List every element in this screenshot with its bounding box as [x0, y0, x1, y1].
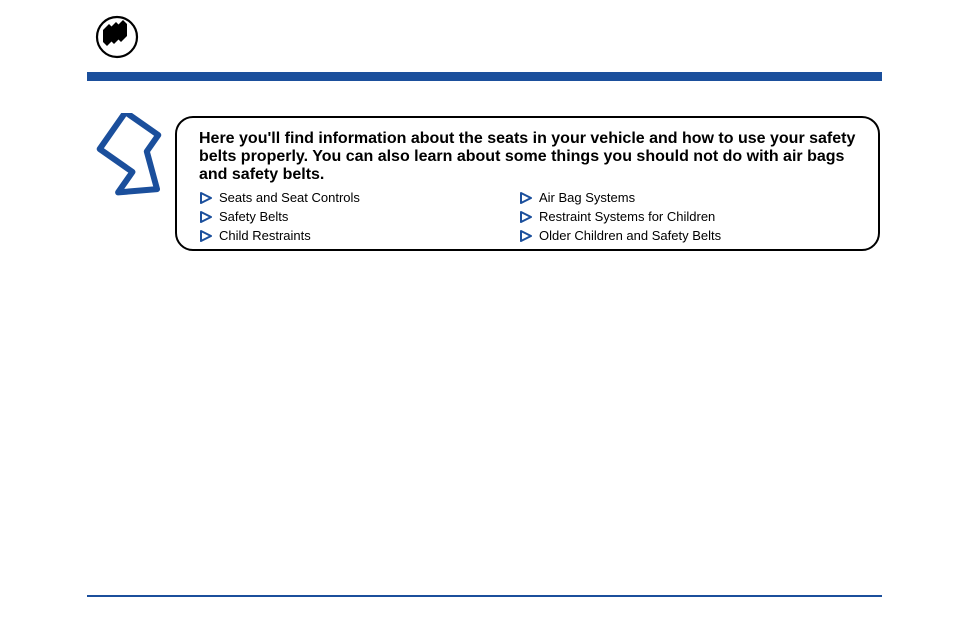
list-item: Older Children and Safety Belts — [519, 228, 839, 243]
callout-col-left: Seats and Seat Controls Safety Belts Chi… — [199, 190, 519, 243]
list-item: Seats and Seat Controls — [199, 190, 519, 205]
triangle-bullet-icon — [199, 230, 213, 242]
list-item-label: Restraint Systems for Children — [539, 209, 715, 224]
callout-col-right: Air Bag Systems Restraint Systems for Ch… — [519, 190, 839, 243]
triangle-bullet-icon — [519, 211, 533, 223]
triangle-bullet-icon — [519, 192, 533, 204]
list-item-label: Safety Belts — [219, 209, 288, 224]
callout-box: Here you'll find information about the s… — [175, 116, 880, 251]
list-item-label: Older Children and Safety Belts — [539, 228, 721, 243]
list-item-label: Child Restraints — [219, 228, 311, 243]
triangle-bullet-icon — [519, 230, 533, 242]
buick-tri-shield-icon — [95, 46, 139, 63]
list-item-label: Air Bag Systems — [539, 190, 635, 205]
callout-columns: Seats and Seat Controls Safety Belts Chi… — [199, 190, 856, 243]
callout-title: Here you'll find information about the s… — [199, 130, 856, 184]
list-item: Child Restraints — [199, 228, 519, 243]
list-item: Air Bag Systems — [519, 190, 839, 205]
page-root: Here you'll find information about the s… — [0, 0, 954, 637]
brand-logo — [95, 15, 139, 64]
callout-arrow-icon — [80, 113, 180, 218]
top-divider — [87, 68, 882, 77]
list-item: Safety Belts — [199, 209, 519, 224]
triangle-bullet-icon — [199, 211, 213, 223]
bottom-divider — [87, 584, 882, 586]
triangle-bullet-icon — [199, 192, 213, 204]
list-item-label: Seats and Seat Controls — [219, 190, 360, 205]
list-item: Restraint Systems for Children — [519, 209, 839, 224]
